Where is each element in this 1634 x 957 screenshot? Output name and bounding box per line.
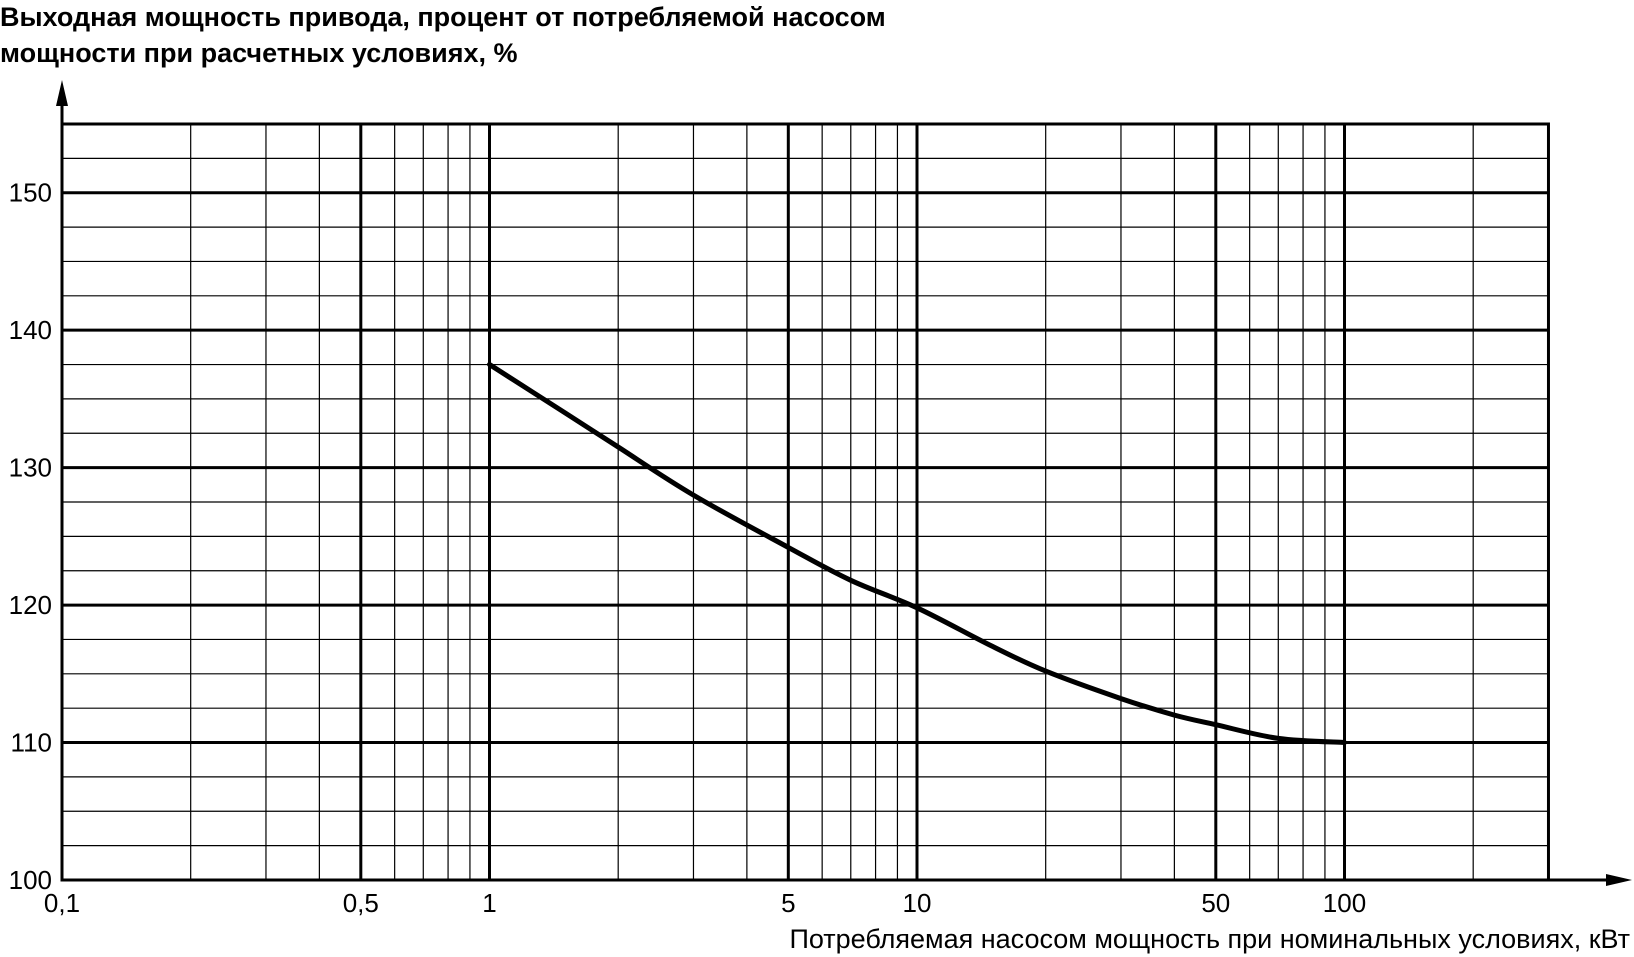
x-tick-label: 10 (903, 888, 932, 918)
x-tick-label: 5 (781, 888, 795, 918)
y-tick-label: 130 (9, 453, 52, 483)
y-axis-label-line-2: мощности при расчетных условиях, % (0, 38, 517, 68)
x-tick-label: 100 (1323, 888, 1366, 918)
x-tick-label: 0,5 (343, 888, 379, 918)
y-tick-label: 110 (11, 728, 52, 758)
x-axis-arrow (1606, 874, 1632, 886)
y-axis-label-line-1: Выходная мощность привода, процент от по… (0, 2, 886, 32)
grid (62, 123, 1550, 882)
y-tick-label: 100 (9, 865, 52, 895)
x-tick-labels: 0,1 0,5 1 5 10 50 100 (44, 888, 1366, 918)
x-axis-label: Потребляемая насосом мощность при номина… (789, 924, 1630, 954)
y-axis-arrow (56, 80, 68, 106)
x-tick-label: 50 (1201, 888, 1230, 918)
y-tick-labels: 100 110 120 130 140 150 (9, 178, 52, 895)
x-tick-label: 1 (482, 888, 496, 918)
x-tick-label: 0,1 (44, 888, 80, 918)
axes (56, 80, 1632, 886)
data-curve (487, 362, 1347, 745)
y-tick-label: 120 (9, 590, 52, 620)
y-tick-label: 140 (9, 315, 52, 345)
y-tick-label: 150 (9, 178, 52, 208)
